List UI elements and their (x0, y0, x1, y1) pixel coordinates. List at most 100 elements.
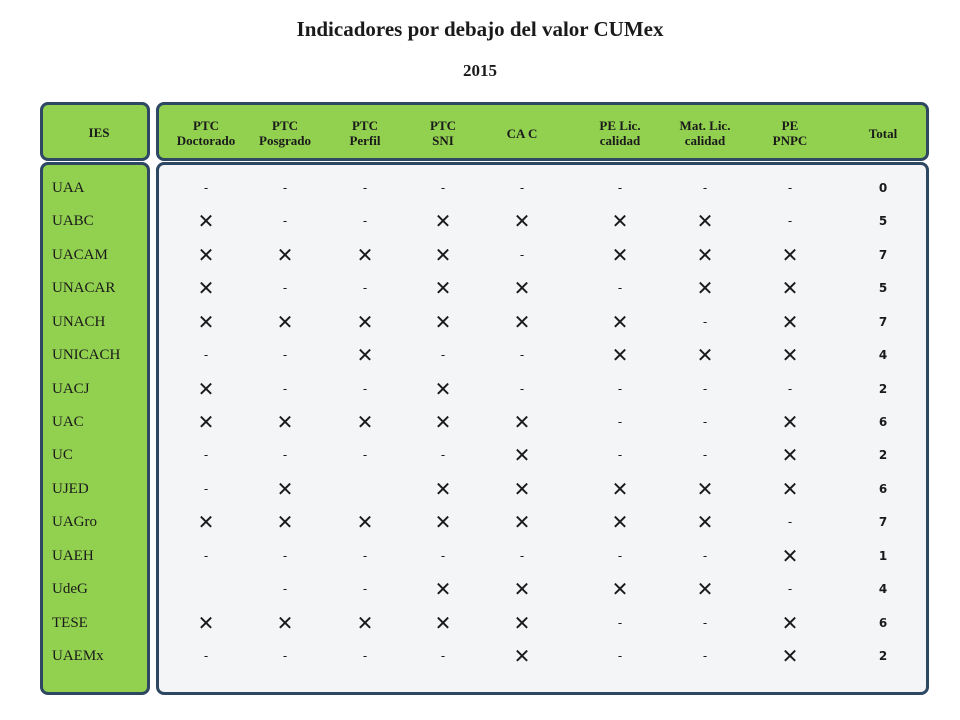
no-mark: - (519, 348, 525, 362)
below-threshold-mark: ✕ (781, 611, 799, 635)
below-threshold-mark: ✕ (513, 310, 531, 334)
row-total: 7 (878, 515, 888, 529)
below-threshold-mark: ✕ (197, 410, 215, 434)
below-threshold-mark: ✕ (197, 243, 215, 267)
below-threshold-mark: ✕ (197, 209, 215, 233)
below-threshold-mark: ✕ (356, 343, 374, 367)
below-threshold-mark: ✕ (434, 276, 452, 300)
no-mark: - (282, 649, 288, 663)
row-total: 2 (878, 382, 888, 396)
no-mark: - (787, 382, 793, 396)
no-mark: - (519, 382, 525, 396)
below-threshold-mark: ✕ (696, 276, 714, 300)
below-threshold-mark: ✕ (197, 377, 215, 401)
column-header: PE Lic. calidad (599, 118, 641, 148)
ies-label: UACAM (52, 247, 108, 263)
no-mark: - (617, 181, 623, 195)
ies-label: UNACH (52, 314, 106, 330)
ies-label: UC (52, 447, 73, 463)
no-mark: - (282, 281, 288, 295)
no-mark: - (362, 649, 368, 663)
below-threshold-mark: ✕ (696, 577, 714, 601)
below-threshold-mark: ✕ (434, 310, 452, 334)
below-threshold-mark: ✕ (611, 343, 629, 367)
row-total: 0 (878, 181, 888, 195)
below-threshold-mark: ✕ (781, 343, 799, 367)
row-total: 6 (878, 415, 888, 429)
below-threshold-mark: ✕ (276, 611, 294, 635)
ies-label: UdeG (52, 581, 88, 597)
below-threshold-mark: ✕ (197, 276, 215, 300)
column-header: PTC Doctorado (176, 118, 236, 148)
no-mark: - (362, 181, 368, 195)
no-mark: - (702, 315, 708, 329)
below-threshold-mark: ✕ (434, 243, 452, 267)
ies-label: UAGro (52, 514, 97, 530)
empty-cell (345, 477, 385, 501)
no-mark: - (362, 281, 368, 295)
no-mark: - (203, 649, 209, 663)
below-threshold-mark: ✕ (611, 510, 629, 534)
no-mark: - (203, 482, 209, 496)
no-mark: - (282, 348, 288, 362)
no-mark: - (282, 214, 288, 228)
below-threshold-mark: ✕ (276, 243, 294, 267)
below-threshold-mark: ✕ (781, 410, 799, 434)
no-mark: - (617, 281, 623, 295)
below-threshold-mark: ✕ (611, 577, 629, 601)
below-threshold-mark: ✕ (781, 544, 799, 568)
below-threshold-mark: ✕ (611, 243, 629, 267)
below-threshold-mark: ✕ (434, 410, 452, 434)
below-threshold-mark: ✕ (513, 276, 531, 300)
ies-label: UAEMx (52, 648, 104, 664)
below-threshold-mark: ✕ (781, 243, 799, 267)
no-mark: - (440, 348, 446, 362)
row-total: 4 (878, 582, 888, 596)
column-header: Total (868, 125, 898, 141)
below-threshold-mark: ✕ (434, 611, 452, 635)
indicator-grid-panel (156, 162, 929, 695)
below-threshold-mark: ✕ (611, 209, 629, 233)
no-mark: - (787, 515, 793, 529)
below-threshold-mark: ✕ (434, 577, 452, 601)
row-total: 2 (878, 649, 888, 663)
below-threshold-mark: ✕ (513, 510, 531, 534)
below-threshold-mark: ✕ (781, 443, 799, 467)
below-threshold-mark: ✕ (513, 577, 531, 601)
no-mark: - (519, 248, 525, 262)
no-mark: - (617, 616, 623, 630)
indicator-header-panel (156, 102, 929, 161)
no-mark: - (440, 549, 446, 563)
row-total: 6 (878, 616, 888, 630)
below-threshold-mark: ✕ (434, 377, 452, 401)
ies-label: UNICACH (52, 347, 121, 363)
year-subtitle: 2015 (463, 61, 497, 80)
below-threshold-mark: ✕ (276, 410, 294, 434)
below-threshold-mark: ✕ (781, 644, 799, 668)
below-threshold-mark: ✕ (513, 443, 531, 467)
no-mark: - (702, 181, 708, 195)
below-threshold-mark: ✕ (611, 310, 629, 334)
no-mark: - (282, 448, 288, 462)
no-mark: - (203, 448, 209, 462)
no-mark: - (617, 549, 623, 563)
no-mark: - (702, 616, 708, 630)
column-header: PTC SNI (430, 118, 456, 148)
below-threshold-mark: ✕ (696, 343, 714, 367)
below-threshold-mark: ✕ (696, 477, 714, 501)
no-mark: - (362, 448, 368, 462)
row-total: 4 (878, 348, 888, 362)
column-header: Mat. Lic. calidad (679, 118, 731, 148)
below-threshold-mark: ✕ (513, 611, 531, 635)
below-threshold-mark: ✕ (696, 510, 714, 534)
no-mark: - (362, 549, 368, 563)
ies-column-header: IES (88, 125, 110, 140)
no-mark: - (519, 181, 525, 195)
below-threshold-mark: ✕ (696, 243, 714, 267)
below-threshold-mark: ✕ (356, 611, 374, 635)
no-mark: - (282, 382, 288, 396)
no-mark: - (702, 549, 708, 563)
no-mark: - (519, 549, 525, 563)
row-total: 7 (878, 315, 888, 329)
no-mark: - (787, 582, 793, 596)
